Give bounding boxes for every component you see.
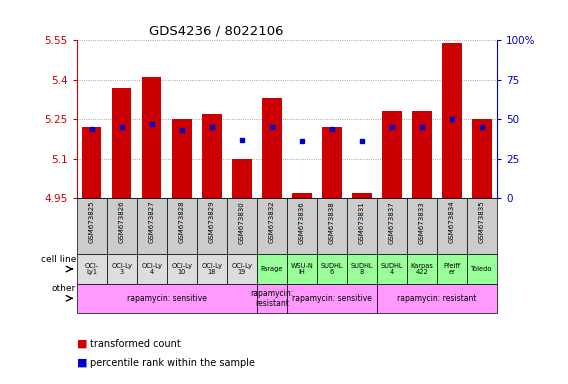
Text: SUDHL
6: SUDHL 6 [320, 263, 343, 275]
Text: OCI-Ly
4: OCI-Ly 4 [141, 263, 162, 275]
Bar [377, 254, 407, 284]
Bar [377, 284, 497, 313]
Bar [407, 198, 437, 254]
Bar [257, 254, 287, 284]
Bar [382, 111, 402, 198]
Bar [107, 254, 137, 284]
Bar [112, 88, 131, 198]
Text: Pfeiff
er: Pfeiff er [444, 263, 461, 275]
Bar [107, 198, 137, 254]
Text: OCI-
Ly1: OCI- Ly1 [85, 263, 99, 275]
Text: rapamycin: sensitive: rapamycin: sensitive [292, 294, 372, 303]
Text: GSM673828: GSM673828 [179, 201, 185, 243]
Bar [407, 254, 437, 284]
Text: GSM673830: GSM673830 [239, 201, 245, 243]
Bar [167, 198, 197, 254]
Bar [227, 198, 257, 254]
Bar [172, 119, 191, 198]
Bar [292, 193, 312, 198]
Text: percentile rank within the sample: percentile rank within the sample [90, 358, 254, 368]
Text: GSM673826: GSM673826 [119, 201, 125, 243]
Bar [472, 119, 492, 198]
Bar [442, 43, 462, 198]
Bar [202, 114, 222, 198]
Bar [347, 254, 377, 284]
Bar [437, 198, 467, 254]
Text: cell line: cell line [41, 255, 76, 264]
Bar [287, 254, 317, 284]
Bar [467, 198, 497, 254]
Bar [287, 284, 377, 313]
Text: transformed count: transformed count [90, 339, 181, 349]
Text: GDS4236 / 8022106: GDS4236 / 8022106 [149, 25, 283, 38]
Bar [467, 254, 497, 284]
Bar [317, 198, 347, 254]
Text: ■: ■ [77, 358, 87, 368]
Bar [257, 284, 287, 313]
Text: OCI-Ly
18: OCI-Ly 18 [201, 263, 222, 275]
Bar [77, 254, 107, 284]
Text: GSM673835: GSM673835 [479, 201, 485, 243]
Text: GSM673837: GSM673837 [389, 201, 395, 243]
Text: GSM673836: GSM673836 [299, 201, 305, 243]
Text: SUDHL
8: SUDHL 8 [350, 263, 373, 275]
Bar [257, 198, 287, 254]
Text: GSM673831: GSM673831 [359, 201, 365, 243]
Text: GSM673838: GSM673838 [329, 201, 335, 243]
Text: SUDHL
4: SUDHL 4 [381, 263, 403, 275]
Bar [437, 254, 467, 284]
Bar [77, 284, 257, 313]
Text: OCI-Ly
19: OCI-Ly 19 [231, 263, 252, 275]
Text: OCI-Ly
3: OCI-Ly 3 [111, 263, 132, 275]
Bar [197, 254, 227, 284]
Text: OCI-Ly
10: OCI-Ly 10 [172, 263, 192, 275]
Text: WSU-N
IH: WSU-N IH [290, 263, 313, 275]
Bar [82, 127, 102, 198]
Text: GSM673834: GSM673834 [449, 201, 455, 243]
Text: GSM673829: GSM673829 [209, 201, 215, 243]
Bar [232, 159, 252, 198]
Bar [227, 254, 257, 284]
Text: GSM673825: GSM673825 [89, 201, 95, 243]
Bar [412, 111, 432, 198]
Bar [137, 254, 167, 284]
Bar [352, 193, 371, 198]
Bar [262, 98, 282, 198]
Text: GSM673833: GSM673833 [419, 201, 425, 243]
Bar [197, 198, 227, 254]
Bar [317, 254, 347, 284]
Text: GSM673832: GSM673832 [269, 201, 275, 243]
Text: Karpas
422: Karpas 422 [411, 263, 433, 275]
Bar [77, 198, 107, 254]
Text: rapamycin: sensitive: rapamycin: sensitive [127, 294, 207, 303]
Text: ■: ■ [77, 339, 87, 349]
Bar [347, 198, 377, 254]
Bar [287, 198, 317, 254]
Text: GSM673827: GSM673827 [149, 201, 154, 243]
Bar [377, 198, 407, 254]
Text: Toledo: Toledo [471, 266, 492, 272]
Bar [322, 127, 341, 198]
Text: rapamycin:
resistant: rapamycin: resistant [250, 289, 294, 308]
Bar [142, 77, 161, 198]
Bar [137, 198, 167, 254]
Text: other: other [52, 285, 76, 293]
Text: Farage: Farage [261, 266, 283, 272]
Bar [167, 254, 197, 284]
Text: rapamycin: resistant: rapamycin: resistant [397, 294, 477, 303]
